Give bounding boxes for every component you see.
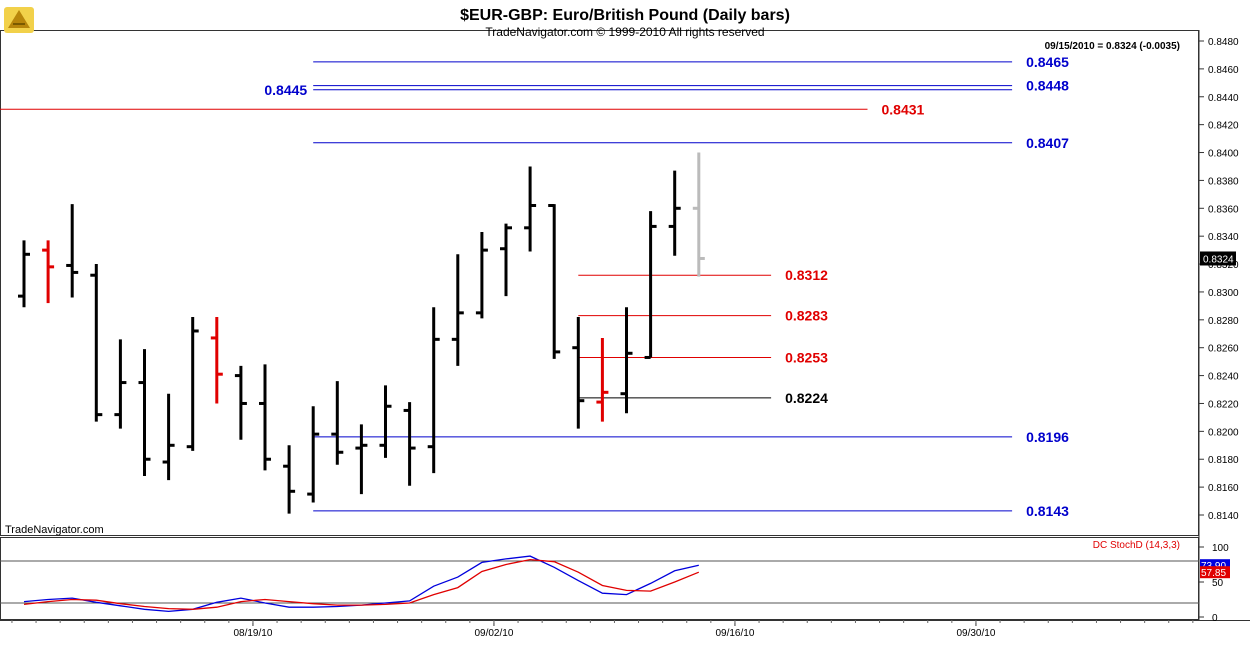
date-tick-label: 08/19/10: [233, 628, 272, 639]
price-tick-label: 0.8300: [1208, 288, 1239, 299]
level-label: 0.8283: [785, 308, 828, 324]
stoch-series-line: [23, 558, 700, 610]
stoch-title: DC StochD (14,3,3): [1093, 540, 1180, 551]
ohlc-bar: [596, 337, 609, 422]
ohlc-bar: [379, 385, 392, 458]
level-label: 0.8445: [264, 82, 307, 98]
ohlc-bar: [114, 339, 127, 429]
fib-levels: 0.8465 0.8448 0.8445 0.8431 0.8407 0.8312 0.82…: [0, 54, 1069, 519]
price-tick-label: 0.8340: [1208, 232, 1239, 243]
ohlc-bar: [90, 264, 103, 422]
ohlc-bar: [162, 393, 175, 481]
date-tick-label: 09/16/10: [715, 628, 754, 639]
ohlc-bar: [66, 204, 79, 298]
ohlc-bar: [692, 152, 705, 277]
stoch-value-box: [1200, 566, 1230, 579]
chart-subtitle: TradeNavigator.com © 1999-2010 All right…: [485, 25, 764, 39]
price-tick-label: 0.8220: [1208, 399, 1239, 410]
ohlc-bar: [620, 307, 633, 414]
stoch-value-label: 57.85: [1201, 568, 1226, 579]
price-tick-label: 0.8360: [1208, 204, 1239, 215]
watermark: TradeNavigator.com: [5, 524, 104, 536]
ohlc-bar: [259, 364, 271, 471]
level-label: 0.8448: [1026, 78, 1069, 94]
price-tick-label: 0.8240: [1208, 372, 1239, 383]
last-price-marker: 0.8324: [1200, 251, 1236, 266]
ohlc-bar: [644, 211, 657, 359]
date-tick-label: 09/02/10: [474, 628, 513, 639]
ohlc-bar: [403, 402, 416, 486]
stoch-tick-label: 50: [1212, 578, 1224, 589]
price-tick-label: 0.8260: [1208, 344, 1239, 355]
ohlc-bar: [18, 240, 30, 308]
price-panel-frame: [0, 30, 1199, 536]
trade-navigator-logo-icon: [4, 7, 34, 33]
level-label: 0.8312: [785, 267, 828, 283]
last-price-label: 0.8324: [1203, 254, 1234, 265]
price-tick-label: 0.8460: [1208, 65, 1239, 76]
quote-readout: 09/15/2010 = 0.8324 (-0.0035): [1045, 41, 1180, 52]
ohlc-bar: [138, 349, 151, 476]
price-tick-label: 0.8180: [1208, 455, 1239, 466]
ohlc-bar: [524, 166, 537, 252]
price-tick-label: 0.8420: [1208, 121, 1239, 132]
price-tick-label: 0.8160: [1208, 483, 1239, 494]
last-price-box: [1200, 251, 1236, 266]
price-tick-label: 0.8280: [1208, 316, 1239, 327]
ohlc-bar: [210, 317, 223, 404]
ohlc-bar: [475, 231, 488, 319]
level-label: 0.8465: [1026, 54, 1069, 70]
date-x-axis: 08/19/10 09/02/10 09/16/10 09/30/10: [11, 620, 1194, 639]
price-y-axis: 0.8480 0.8460 0.8440 0.8420 0.8400 0.8380 0.83…: [1199, 37, 1239, 522]
level-label: 0.8253: [785, 349, 828, 365]
stoch-panel-frame: [0, 537, 1199, 620]
ohlc-bar: [42, 240, 55, 304]
level-label: 0.8224: [785, 390, 828, 406]
ohlc-bar: [427, 307, 440, 474]
price-bars: [18, 152, 705, 514]
ohlc-bar: [307, 406, 320, 503]
level-label: 0.8431: [882, 101, 925, 117]
level-label: 0.8407: [1026, 135, 1069, 151]
ohlc-bar: [234, 365, 247, 440]
date-tick-label: 09/30/10: [956, 628, 995, 639]
ohlc-bar: [283, 445, 296, 514]
ohlc-bar: [186, 317, 199, 451]
price-tick-label: 0.8380: [1208, 176, 1239, 187]
ohlc-bar: [668, 170, 681, 256]
price-tick-label: 0.8440: [1208, 93, 1239, 104]
price-tick-label: 0.8320: [1208, 260, 1239, 271]
stochastic-panel: 10050073.9057.85: [0, 543, 1230, 624]
level-label: 0.8196: [1026, 429, 1069, 445]
price-tick-label: 0.8200: [1208, 427, 1239, 438]
ohlc-bar: [451, 254, 464, 366]
stoch-tick-label: 100: [1212, 543, 1229, 554]
price-tick-label: 0.8140: [1208, 511, 1239, 522]
ohlc-bar: [572, 317, 585, 429]
price-tick-label: 0.8400: [1208, 149, 1239, 160]
stoch-tick-label: 0: [1212, 613, 1218, 624]
price-tick-label: 0.8480: [1208, 37, 1239, 48]
ohlc-bar: [355, 424, 368, 495]
ohlc-bar: [331, 381, 344, 465]
chart-title: $EUR-GBP: Euro/British Pound (Daily bars…: [460, 7, 790, 24]
ohlc-bar: [500, 223, 512, 297]
ohlc-bar: [548, 204, 561, 359]
level-label: 0.8143: [1026, 503, 1069, 519]
